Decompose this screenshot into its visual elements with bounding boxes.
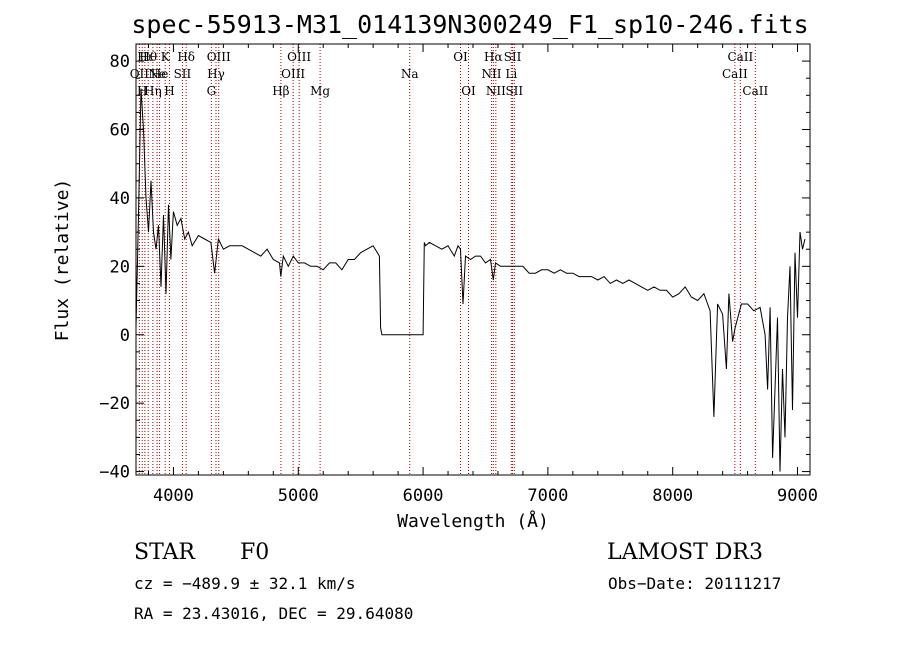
x-tick-label: 5000 xyxy=(278,486,319,506)
spectral-line-label: Ne xyxy=(148,67,166,81)
spectral-line-label: SII xyxy=(174,67,192,81)
object-class: STAR xyxy=(134,540,195,565)
spectral-line-label: Li xyxy=(505,67,517,81)
y-axis-ticks: −40 −20 0 20 40 60 80 xyxy=(99,52,810,483)
spectral-line-label: H xyxy=(137,84,147,98)
spectral-line-label: SII xyxy=(505,84,523,98)
observation-date: Obs−Date: 20111217 xyxy=(608,574,782,593)
spectral-line-label: Hβ xyxy=(272,84,289,98)
plot-frame xyxy=(135,43,811,476)
spectral-line-label: OI xyxy=(453,50,468,64)
x-tick-label: 9000 xyxy=(777,486,818,506)
y-tick-label: 40 xyxy=(110,189,130,209)
spectral-line-label: CaII xyxy=(727,50,753,64)
spectral-line-label: Hα xyxy=(484,50,503,64)
spectral-line-label: NII xyxy=(481,67,501,81)
spectral-line-label: CaII xyxy=(742,84,768,98)
spectral-lines-layer xyxy=(138,44,756,475)
spectral-line-label: Na xyxy=(401,67,419,81)
x-tick-label: 4000 xyxy=(153,486,194,506)
y-tick-label: 20 xyxy=(110,257,130,277)
spectral-line-label: K xyxy=(161,50,171,64)
object-subclass: F0 xyxy=(240,540,270,565)
spectral-line-labels: OIIHHιHθHηNeHeKHSIIHδGHγOIIIHβOIIIOIIIMg… xyxy=(130,50,769,98)
x-tick-label: 8000 xyxy=(652,486,693,506)
x-axis-ticks: 4000 5000 6000 7000 8000 9000 xyxy=(147,44,818,506)
x-axis-label: Wavelength (Å) xyxy=(397,510,549,532)
spectral-line-label: Hθ xyxy=(139,50,157,64)
spectrum-series-line xyxy=(135,88,806,472)
y-tick-label: 80 xyxy=(110,52,130,72)
spectral-line-label: SII xyxy=(504,50,522,64)
x-tick-label: 6000 xyxy=(403,486,444,506)
spectral-line-label: G xyxy=(207,84,217,98)
sky-coordinates: RA = 23.43016, DEC = 29.64080 xyxy=(134,604,414,623)
y-tick-label: −40 xyxy=(99,463,130,483)
y-axis-label: Flux (relative) xyxy=(52,179,73,342)
spectral-line-label: CaII xyxy=(722,67,748,81)
spectral-line-label: Mg xyxy=(310,84,330,98)
y-tick-label: 0 xyxy=(120,326,130,346)
spectral-line-label: OIII xyxy=(281,67,305,81)
spectral-line-label: OI xyxy=(461,84,476,98)
spectral-line-label: Hγ xyxy=(207,67,225,81)
spectral-line-label: He xyxy=(151,67,169,81)
x-tick-label: 7000 xyxy=(527,486,568,506)
spectral-line-label: OII xyxy=(130,67,150,81)
y-tick-label: −20 xyxy=(99,394,130,414)
y-tick-label: 60 xyxy=(110,121,130,141)
spectral-line-label: NII xyxy=(486,84,506,98)
chart-title: spec-55913-M31_014139N300249_F1_sp10-246… xyxy=(131,10,808,39)
spectral-line-label: Hδ xyxy=(177,50,195,64)
spectral-line-label: Hι xyxy=(137,50,152,64)
spectral-line-label: H xyxy=(164,84,174,98)
spectral-line-label: OIII xyxy=(287,50,311,64)
survey-name: LAMOST DR3 xyxy=(607,540,763,565)
spectral-line-label: Hη xyxy=(144,84,162,98)
redshift-velocity: cz = −489.9 ± 32.1 km/s xyxy=(134,574,356,593)
spectral-line-label: OIII xyxy=(207,50,231,64)
